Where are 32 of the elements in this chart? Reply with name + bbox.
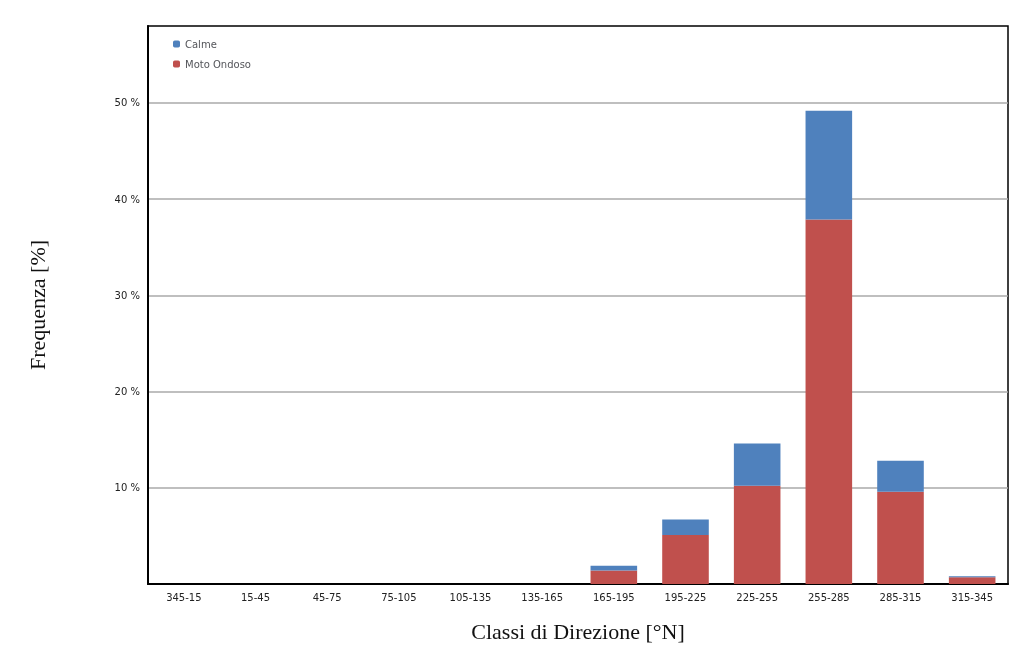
bar: [590, 570, 638, 584]
x-tick-label: 135-165: [521, 591, 564, 603]
x-tick-label: 345-15: [166, 591, 202, 603]
bar: [662, 534, 709, 584]
x-tick-label: 195-225: [664, 591, 707, 603]
x-tick-label: 255-285: [807, 591, 850, 603]
bar: [877, 491, 924, 584]
x-axis-title: Classi di Direzione [°N]: [471, 618, 685, 644]
x-tick-label: 15-45: [240, 591, 271, 603]
y-tick-label: 10 %: [114, 482, 140, 494]
y-axis-title: Frequenza [%]: [24, 239, 50, 371]
bar: [805, 219, 853, 584]
bar: [662, 519, 709, 535]
x-tick-label: 165-195: [592, 591, 635, 603]
bar: [733, 443, 781, 486]
x-tick-label: 225-255: [736, 591, 779, 603]
bar: [877, 460, 924, 492]
y-tick-label: 20 %: [114, 386, 140, 398]
bar: [948, 577, 996, 584]
x-tick-label: 285-315: [879, 591, 922, 603]
x-tick-label: 315-345: [951, 591, 994, 603]
y-tick-label: 50 %: [114, 97, 140, 109]
legend-label: Calme: [185, 38, 217, 50]
x-tick-label: 105-135: [449, 591, 492, 603]
x-tick-label: 45-75: [312, 591, 342, 603]
y-tick-label: 40 %: [114, 193, 140, 205]
bar: [805, 110, 853, 220]
bar: [733, 485, 781, 584]
bar: [590, 565, 638, 571]
y-tick-label: 30 %: [114, 289, 140, 301]
x-tick-label: 75-105: [381, 591, 417, 603]
legend-label: Moto Ondoso: [185, 58, 251, 70]
